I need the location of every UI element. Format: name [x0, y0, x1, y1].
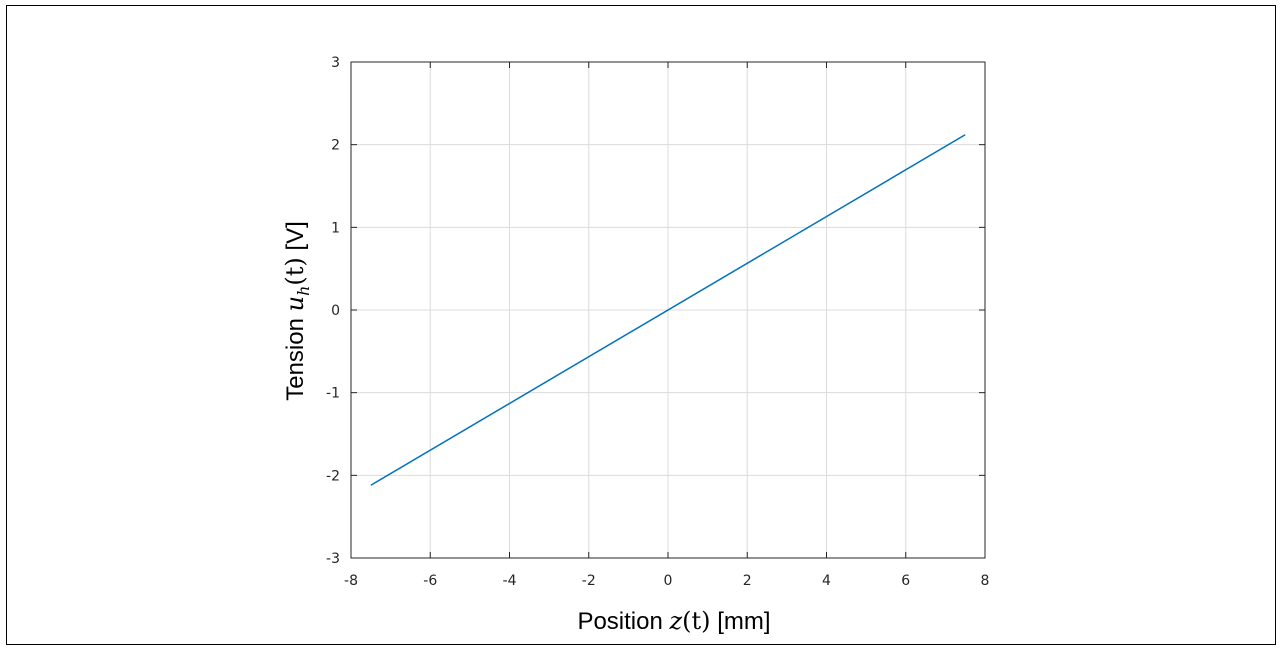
x-tick-label: 8: [981, 573, 990, 589]
x-tick-label: 2: [743, 573, 752, 589]
x-axis-title-prefix: Position: [577, 608, 669, 635]
y-axis-title-subscript: h: [294, 286, 313, 296]
x-tick-label: -6: [423, 573, 437, 589]
x-axis-title-argument: (t): [682, 607, 710, 635]
x-axis-title: Position z(t) [mm]: [577, 607, 770, 635]
y-tick-label: 3: [331, 55, 340, 71]
x-tick-label: 0: [664, 573, 673, 589]
x-tick-label: 4: [822, 573, 831, 589]
figure-frame: [6, 5, 1276, 645]
y-axis-title-prefix: Tension: [282, 311, 309, 400]
axis-ticks: [350, 61, 986, 559]
x-tick-label: -4: [503, 573, 517, 589]
x-tick-label: -8: [344, 573, 358, 589]
y-axis-title-argument: (t): [281, 257, 309, 285]
x-axis-title-unit: [mm]: [711, 608, 771, 635]
y-axis-title: Tension uh(t) [V]: [281, 221, 313, 401]
series-line: [370, 134, 966, 486]
x-tick-label: -2: [582, 573, 596, 589]
y-axis-title-unit: [V]: [282, 221, 309, 257]
x-tick-labels: -8 -6 -4 -2 0 2 4 6 8: [344, 573, 989, 589]
y-tick-label: 2: [331, 138, 340, 154]
y-tick-label: -2: [326, 468, 340, 484]
y-tick-label: 0: [331, 303, 340, 319]
x-axis-title-variable: z: [669, 607, 683, 635]
data-series: [370, 134, 966, 486]
y-tick-label: 1: [331, 220, 340, 236]
y-tick-labels: -3 -2 -1 0 1 2 3: [326, 55, 340, 567]
x-tick-label: 6: [901, 573, 910, 589]
y-axis-title-variable: u: [281, 296, 309, 311]
y-tick-label: -1: [326, 386, 340, 402]
y-tick-label: -3: [326, 551, 340, 567]
